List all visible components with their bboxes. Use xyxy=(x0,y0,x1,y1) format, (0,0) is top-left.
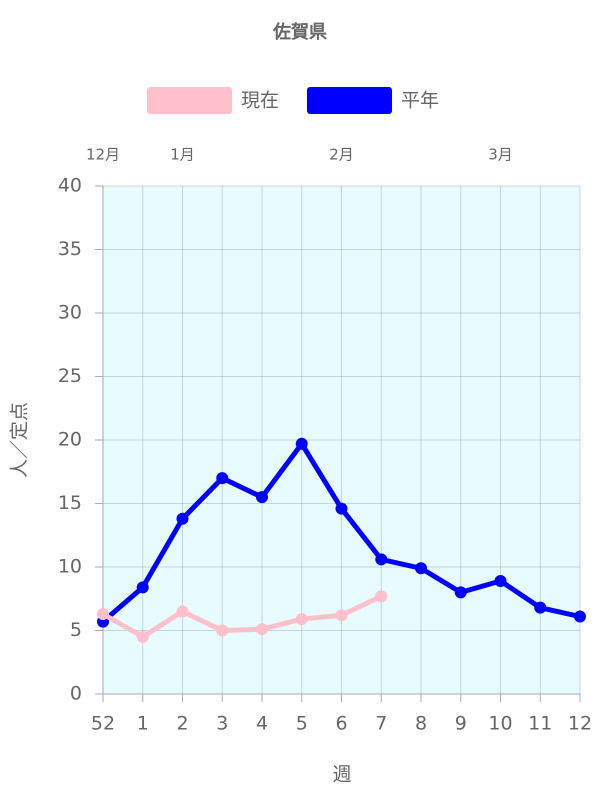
x-tick-label: 9 xyxy=(455,713,467,735)
data-point xyxy=(136,581,149,594)
x-tick-label: 10 xyxy=(488,713,512,735)
data-point xyxy=(176,512,189,525)
month-label: 12月 xyxy=(86,146,120,164)
month-label: 1月 xyxy=(170,146,195,164)
data-point xyxy=(494,574,507,587)
legend-swatch xyxy=(307,87,392,114)
data-point xyxy=(534,601,547,614)
data-point xyxy=(335,609,348,622)
y-tick-label: 25 xyxy=(58,365,82,387)
data-point xyxy=(454,586,467,599)
data-point xyxy=(97,607,109,620)
x-tick-label: 5 xyxy=(296,713,308,735)
y-tick-label: 20 xyxy=(58,429,82,451)
data-point xyxy=(375,590,388,603)
series-line xyxy=(101,593,383,640)
chart-title: 佐賀県 xyxy=(272,21,327,43)
legend-label: 平年 xyxy=(401,90,439,112)
y-tick-label: 5 xyxy=(70,619,82,641)
data-point xyxy=(136,630,149,643)
legend-label: 現在 xyxy=(241,90,279,112)
x-tick-label: 7 xyxy=(375,713,387,735)
data-point xyxy=(216,624,229,637)
x-tick-label: 1 xyxy=(137,713,149,735)
data-point xyxy=(176,605,189,618)
data-point xyxy=(256,623,268,636)
y-tick-label: 40 xyxy=(58,175,82,197)
month-label: 2月 xyxy=(329,146,354,164)
data-point xyxy=(295,613,308,626)
x-tick-label: 4 xyxy=(256,713,268,735)
x-tick-label: 52 xyxy=(91,713,115,735)
x-tick-label: 3 xyxy=(216,713,228,735)
data-point xyxy=(415,562,427,575)
data-point xyxy=(574,610,586,623)
x-tick-label: 11 xyxy=(528,713,552,735)
month-label: 3月 xyxy=(488,146,513,164)
data-point xyxy=(335,502,348,515)
y-tick-label: 35 xyxy=(58,238,82,260)
data-point xyxy=(256,491,268,504)
y-tick-label: 30 xyxy=(58,302,82,324)
x-tick-label: 8 xyxy=(415,713,427,735)
y-axis-label: 人／定点 xyxy=(9,402,31,478)
x-tick-label: 6 xyxy=(335,713,347,735)
y-tick-label: 15 xyxy=(58,492,82,514)
legend-swatch xyxy=(147,87,232,114)
data-point xyxy=(295,437,308,450)
x-tick-label: 2 xyxy=(176,713,188,735)
x-tick-label: 12 xyxy=(568,713,592,735)
data-point xyxy=(216,472,229,485)
x-axis-label: 週 xyxy=(332,764,351,786)
data-point xyxy=(375,553,388,566)
y-tick-label: 0 xyxy=(70,683,82,705)
y-tick-label: 10 xyxy=(58,556,82,578)
